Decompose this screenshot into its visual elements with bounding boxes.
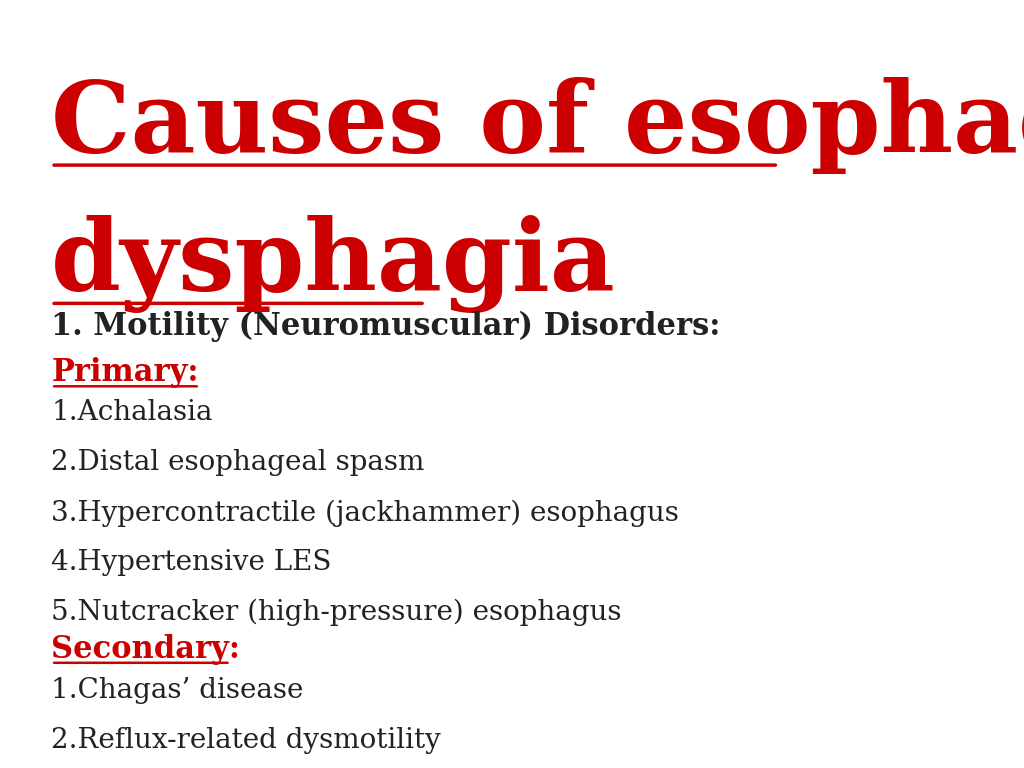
Text: 5.Nutcracker (high-pressure) esophagus: 5.Nutcracker (high-pressure) esophagus (51, 599, 622, 627)
Text: Secondary:: Secondary: (51, 634, 241, 664)
Text: 1.Chagas’ disease: 1.Chagas’ disease (51, 677, 303, 704)
Text: 3.Hypercontractile (jackhammer) esophagus: 3.Hypercontractile (jackhammer) esophagu… (51, 499, 679, 527)
Text: 2.Distal esophageal spasm: 2.Distal esophageal spasm (51, 449, 425, 476)
Text: 1.Achalasia: 1.Achalasia (51, 399, 213, 426)
Text: Primary:: Primary: (51, 357, 199, 388)
Text: Causes of esophageal: Causes of esophageal (51, 77, 1024, 175)
Text: 2.Reflux-related dysmotility: 2.Reflux-related dysmotility (51, 727, 441, 754)
Text: 4.Hypertensive LES: 4.Hypertensive LES (51, 549, 332, 576)
Text: dysphagia: dysphagia (51, 215, 616, 313)
Text: 1. Motility (Neuromuscular) Disorders:: 1. Motility (Neuromuscular) Disorders: (51, 311, 721, 343)
